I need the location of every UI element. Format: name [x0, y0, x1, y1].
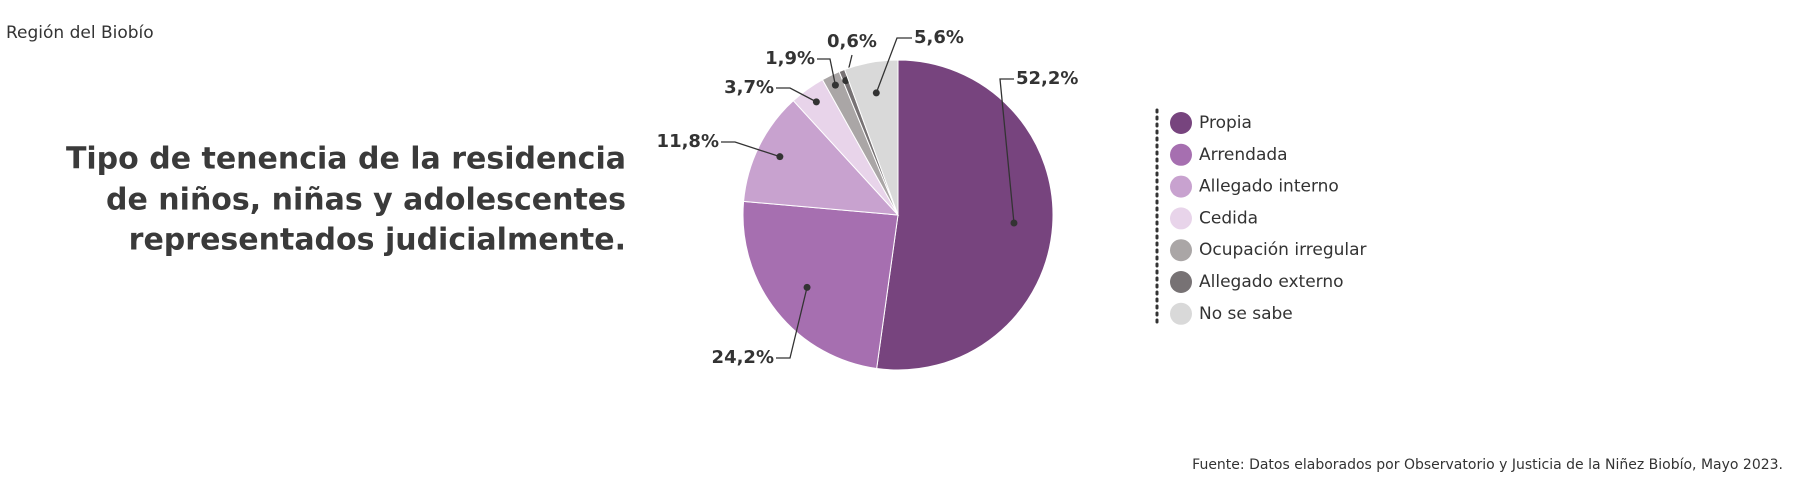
leader-line: [999, 78, 1015, 224]
legend-label: Arrendada: [1199, 145, 1288, 165]
pie-slice: [843, 59, 899, 216]
legend-swatch: [1170, 302, 1192, 325]
source: Fuente: Datos elaborados por Observatori…: [1192, 457, 1783, 473]
leader-line: [776, 287, 808, 359]
leader-dot: [812, 98, 820, 106]
data-label: 0,6%: [827, 31, 877, 52]
legend-label: Allegado externo: [1199, 272, 1344, 292]
legend-swatch: [1170, 143, 1192, 166]
legend-swatch: [1170, 271, 1192, 293]
legend-swatch: [1170, 175, 1192, 198]
legend-swatch: [1170, 207, 1192, 230]
subtitle: Región del Biobío: [6, 23, 154, 43]
data-label: 5,6%: [914, 27, 964, 48]
chart-title: Tipo de tenencia de la residencia: [66, 142, 626, 177]
legend-label: No se sabe: [1199, 304, 1293, 324]
leader-line: [776, 87, 817, 103]
legend-swatch: [1170, 112, 1192, 134]
leader-line: [875, 37, 912, 94]
pie-slice: [743, 99, 900, 216]
data-label: 24,2%: [712, 347, 774, 368]
leader-dot: [776, 153, 784, 161]
legend-label: Propia: [1199, 113, 1252, 133]
legend-swatch: [1170, 239, 1192, 262]
legend-label: Cedida: [1199, 208, 1258, 228]
data-label: 3,7%: [724, 77, 774, 98]
leader-dot: [1010, 219, 1018, 227]
data-label: 1,9%: [765, 48, 815, 69]
leader-line: [721, 141, 781, 158]
legend-label: Allegado interno: [1199, 177, 1339, 197]
leader-dot: [872, 89, 880, 97]
data-label: 52,2%: [1016, 68, 1078, 89]
pie-slice: [742, 200, 899, 370]
chart-title: representados judicialmente.: [129, 223, 626, 258]
leader-dot: [803, 283, 811, 291]
legend-label: Ocupación irregular: [1199, 240, 1367, 260]
data-label: 11,8%: [657, 131, 719, 152]
chart-title: de niños, niñas y adolescentes: [106, 183, 626, 218]
leader-line: [817, 58, 837, 86]
leader-dot: [831, 81, 839, 89]
pie-slice: [876, 59, 1054, 371]
